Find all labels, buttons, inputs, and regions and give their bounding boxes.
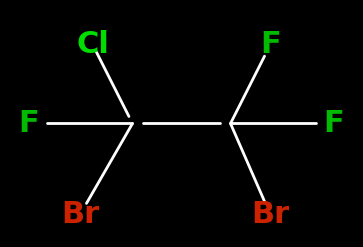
Text: F: F xyxy=(323,109,344,138)
Text: Cl: Cl xyxy=(76,30,109,59)
Text: Br: Br xyxy=(251,200,290,229)
Text: Br: Br xyxy=(61,200,99,229)
Text: F: F xyxy=(260,30,281,59)
Text: F: F xyxy=(19,109,40,138)
